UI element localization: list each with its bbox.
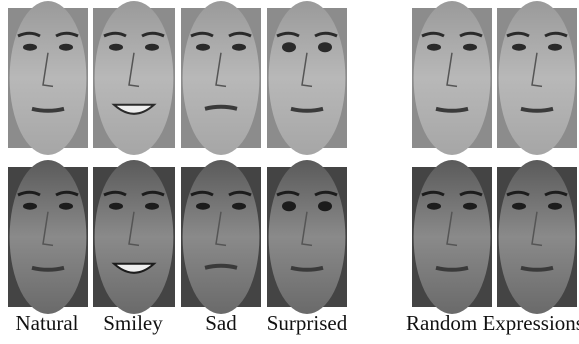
figure: Natural Smiley Sad Surprised Random Expr… bbox=[0, 0, 579, 344]
eye bbox=[548, 44, 562, 51]
face bbox=[95, 1, 174, 155]
face bbox=[499, 160, 576, 314]
face-image bbox=[497, 160, 577, 314]
face bbox=[269, 1, 346, 155]
face bbox=[183, 1, 260, 155]
caption: Surprised bbox=[267, 311, 348, 335]
eye bbox=[59, 203, 73, 210]
mouth bbox=[521, 109, 553, 111]
face-image bbox=[412, 160, 492, 314]
eye bbox=[318, 201, 332, 211]
caption: Random Expressions bbox=[406, 311, 579, 335]
eye bbox=[196, 44, 210, 51]
face-image bbox=[181, 160, 261, 314]
mouth bbox=[32, 109, 64, 111]
caption: Natural bbox=[16, 311, 79, 335]
face bbox=[10, 1, 87, 155]
eye bbox=[282, 201, 296, 211]
eye bbox=[282, 42, 296, 52]
eye bbox=[23, 203, 37, 210]
eye bbox=[23, 44, 37, 51]
eye bbox=[59, 44, 73, 51]
eye bbox=[512, 203, 526, 210]
face bbox=[183, 160, 260, 314]
caption: Sad bbox=[205, 311, 237, 335]
eye bbox=[145, 44, 159, 51]
face bbox=[95, 160, 174, 314]
face-image bbox=[8, 1, 88, 155]
eye bbox=[196, 203, 210, 210]
face-image bbox=[93, 160, 175, 314]
face-image bbox=[181, 1, 261, 155]
face bbox=[10, 160, 87, 314]
face-image bbox=[93, 1, 175, 155]
face-image bbox=[267, 160, 347, 314]
mouth bbox=[436, 268, 468, 270]
eye bbox=[232, 44, 246, 51]
eye bbox=[318, 42, 332, 52]
eye bbox=[427, 203, 441, 210]
mouth bbox=[436, 109, 468, 111]
face bbox=[499, 1, 576, 155]
mouth bbox=[291, 109, 323, 111]
eye bbox=[109, 203, 123, 210]
face-grid bbox=[8, 1, 577, 314]
face-image bbox=[8, 160, 88, 314]
eye bbox=[145, 203, 159, 210]
eye bbox=[548, 203, 562, 210]
face bbox=[414, 1, 491, 155]
face bbox=[269, 160, 346, 314]
eye bbox=[463, 44, 477, 51]
eye bbox=[427, 44, 441, 51]
eye bbox=[109, 44, 123, 51]
mouth bbox=[205, 266, 237, 268]
eye bbox=[463, 203, 477, 210]
caption: Smiley bbox=[103, 311, 163, 335]
face-image bbox=[497, 1, 577, 155]
mouth bbox=[32, 268, 64, 270]
eye bbox=[232, 203, 246, 210]
eye bbox=[512, 44, 526, 51]
mouth bbox=[521, 268, 553, 270]
mouth bbox=[291, 268, 323, 270]
mouth bbox=[205, 107, 237, 109]
face bbox=[414, 160, 491, 314]
face-image bbox=[412, 1, 492, 155]
face-image bbox=[267, 1, 347, 155]
